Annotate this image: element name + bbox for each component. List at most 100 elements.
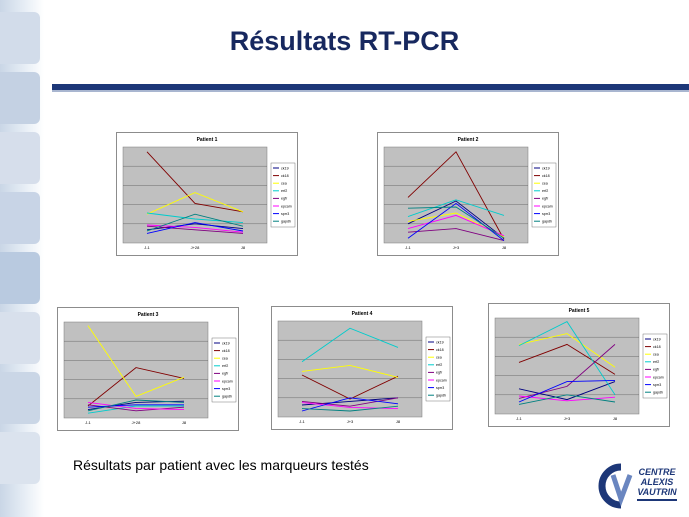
legend-box xyxy=(531,162,557,228)
series-line-erf2 xyxy=(518,321,616,396)
series-line-ck18 xyxy=(87,367,185,407)
series-line-gapdh xyxy=(301,405,399,412)
sidebar-tile xyxy=(0,252,40,304)
sidebar-tile xyxy=(0,372,40,424)
series-line-cea xyxy=(146,192,244,215)
sidebar-tile xyxy=(0,12,40,64)
legend-label: cea xyxy=(436,356,442,360)
x-tick-label: J+3 xyxy=(453,245,460,250)
legend-label: ck18 xyxy=(436,348,444,352)
legend-label: epcam xyxy=(653,375,664,379)
chart-patient-5: Patient 5 J-1 J+3 J8 ck19 ck18 cea erf2 egfr epca… xyxy=(488,303,670,427)
series-line-sprr3 xyxy=(518,379,616,403)
legend-label: gapdh xyxy=(222,395,232,399)
legend-box xyxy=(425,336,451,402)
x-tick-label: J-1 xyxy=(516,416,522,421)
series-line-egfr xyxy=(407,228,505,242)
legend-label: gapdh xyxy=(542,220,552,224)
x-tick-label: J-1 xyxy=(144,245,150,250)
legend-label: sprr3 xyxy=(653,383,661,387)
slide-title: Résultats RT-PCR xyxy=(229,26,460,56)
series-line-epcam xyxy=(87,401,185,411)
legend-label: egfr xyxy=(281,197,288,201)
legend-label: cea xyxy=(281,182,287,186)
logo-emblem xyxy=(598,463,633,509)
decorative-sidebar xyxy=(0,0,44,517)
series-line-erf2 xyxy=(87,405,184,414)
title-underline-shadow xyxy=(52,90,689,92)
series-line-erf2 xyxy=(146,212,244,224)
plot-area xyxy=(63,321,209,419)
series-line-cea xyxy=(301,364,399,378)
chart-patient-3: Patient 3 J-1 J+28 J8 ck19 ck18 cea erf2 egfr epc… xyxy=(57,307,239,431)
series-line-cea xyxy=(87,325,185,397)
legend-label: epcam xyxy=(222,379,233,383)
legend-label: ck19 xyxy=(222,341,230,345)
x-tick-label: J+28 xyxy=(132,420,142,425)
series-line-gapdh xyxy=(146,213,244,232)
plot-area xyxy=(383,146,529,244)
chart-patient-1: Patient 1 J-1 J+28 J8 ck19 ck18 cea erf2 egfr epc… xyxy=(116,132,298,256)
chart-svg: Patient 2 J-1 J+3 J8 ck19 ck18 cea erf2 egfr epca… xyxy=(383,137,557,250)
legend-label: gapdh xyxy=(436,394,446,398)
series-line-egfr xyxy=(301,397,399,407)
series-line-ck19 xyxy=(407,200,505,239)
chart-svg: Patient 1 J-1 J+28 J8 ck19 ck18 cea erf2 egfr epc… xyxy=(122,137,296,250)
legend-label: ck18 xyxy=(281,174,289,178)
legend-label: cea xyxy=(653,353,659,357)
legend-label: erf2 xyxy=(542,189,548,193)
legend-label: sprr3 xyxy=(222,387,230,391)
series-line-sprr3 xyxy=(146,222,244,234)
plot-area xyxy=(122,146,268,244)
legend-label: ck19 xyxy=(436,340,444,344)
legend-label: egfr xyxy=(542,197,549,201)
legend-label: sprr3 xyxy=(281,212,289,216)
legend-label: egfr xyxy=(222,372,229,376)
title-underline xyxy=(52,84,689,90)
series-line-gapdh xyxy=(87,399,185,412)
logo-text-line1: CENTRE xyxy=(638,467,676,477)
x-tick-label: J8 xyxy=(502,245,507,250)
chart-title: Patient 5 xyxy=(569,308,590,314)
legend-label: ck18 xyxy=(542,174,550,178)
series-line-sprr3 xyxy=(301,397,399,412)
legend-box xyxy=(642,333,668,399)
legend-label: ck18 xyxy=(222,349,230,353)
slide-caption: Résultats par patient avec les marqueurs… xyxy=(73,457,369,473)
series-line-ck18 xyxy=(146,151,244,213)
legend-label: gapdh xyxy=(281,220,291,224)
chart-title: Patient 4 xyxy=(352,311,373,317)
legend-label: sprr3 xyxy=(436,386,444,390)
x-tick-label: J8 xyxy=(613,416,618,421)
chart-patient-2: Patient 2 J-1 J+3 J8 ck19 ck18 cea erf2 egfr epca… xyxy=(377,132,559,256)
logo-text-line3: VAUTRIN xyxy=(637,487,677,497)
legend-label: sprr3 xyxy=(542,212,550,216)
series-line-egfr xyxy=(146,225,244,234)
chart-title: Patient 2 xyxy=(458,137,479,143)
legend-label: ck19 xyxy=(542,166,550,170)
series-line-epcam xyxy=(518,395,616,402)
series-line-egfr xyxy=(518,344,616,399)
legend-label: ck18 xyxy=(653,345,661,349)
chart-svg: Patient 3 J-1 J+28 J8 ck19 ck18 cea erf2 egfr epc… xyxy=(63,312,237,425)
legend-label: epcam xyxy=(436,378,447,382)
legend-label: cea xyxy=(222,357,228,361)
x-tick-label: J8 xyxy=(182,420,187,425)
chart-svg: Patient 4 J-1 J+3 J8 ck19 ck18 cea erf2 egfr epca… xyxy=(277,311,451,424)
series-line-erf2 xyxy=(407,199,505,218)
legend-label: erf2 xyxy=(222,364,228,368)
x-tick-label: J+3 xyxy=(564,416,571,421)
legend-label: erf2 xyxy=(281,189,287,193)
legend-label: ck19 xyxy=(653,337,661,341)
x-tick-label: J+28 xyxy=(191,245,201,250)
series-line-gapdh xyxy=(518,394,616,405)
legend-box xyxy=(211,337,237,403)
series-line-erf2 xyxy=(301,327,399,363)
plot-area xyxy=(277,320,423,418)
series-line-ck18 xyxy=(301,374,399,400)
x-tick-label: J-1 xyxy=(405,245,411,250)
legend-label: ck19 xyxy=(281,166,289,170)
series-line-sprr3 xyxy=(87,404,184,408)
series-line-epcam xyxy=(407,214,505,237)
series-line-cea xyxy=(518,333,616,368)
